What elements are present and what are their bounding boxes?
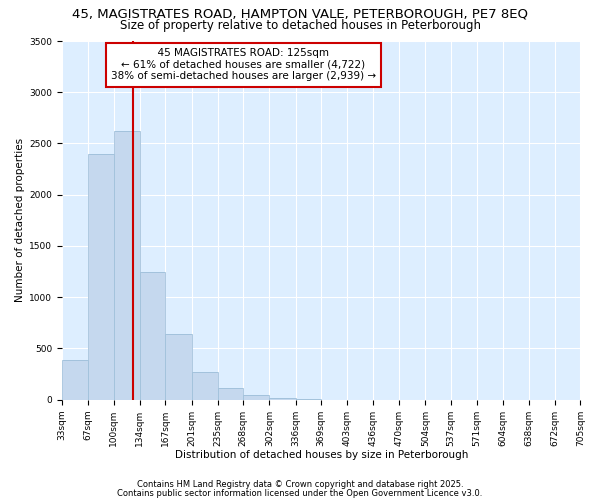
Bar: [113, 131, 140, 400]
Text: Contains public sector information licensed under the Open Government Licence v3: Contains public sector information licen…: [118, 488, 482, 498]
Bar: [218, 388, 243, 400]
Bar: [166, 334, 191, 400]
Bar: [140, 272, 166, 400]
Bar: [218, 388, 243, 400]
Bar: [269, 398, 296, 400]
Bar: [62, 360, 88, 400]
Bar: [269, 398, 296, 400]
Text: 45 MAGISTRATES ROAD: 125sqm  
← 61% of detached houses are smaller (4,722)
38% o: 45 MAGISTRATES ROAD: 125sqm ← 61% of det…: [111, 48, 376, 82]
Bar: [88, 154, 113, 400]
Bar: [113, 131, 140, 400]
Bar: [166, 334, 191, 400]
Bar: [191, 372, 218, 400]
Text: 45, MAGISTRATES ROAD, HAMPTON VALE, PETERBOROUGH, PE7 8EQ: 45, MAGISTRATES ROAD, HAMPTON VALE, PETE…: [72, 8, 528, 20]
Bar: [88, 154, 113, 400]
Bar: [62, 360, 88, 400]
Y-axis label: Number of detached properties: Number of detached properties: [15, 138, 25, 302]
Bar: [191, 372, 218, 400]
Text: Size of property relative to detached houses in Peterborough: Size of property relative to detached ho…: [119, 19, 481, 32]
Bar: [243, 394, 269, 400]
X-axis label: Distribution of detached houses by size in Peterborough: Distribution of detached houses by size …: [175, 450, 468, 460]
Text: Contains HM Land Registry data © Crown copyright and database right 2025.: Contains HM Land Registry data © Crown c…: [137, 480, 463, 489]
Bar: [243, 394, 269, 400]
Bar: [140, 272, 166, 400]
